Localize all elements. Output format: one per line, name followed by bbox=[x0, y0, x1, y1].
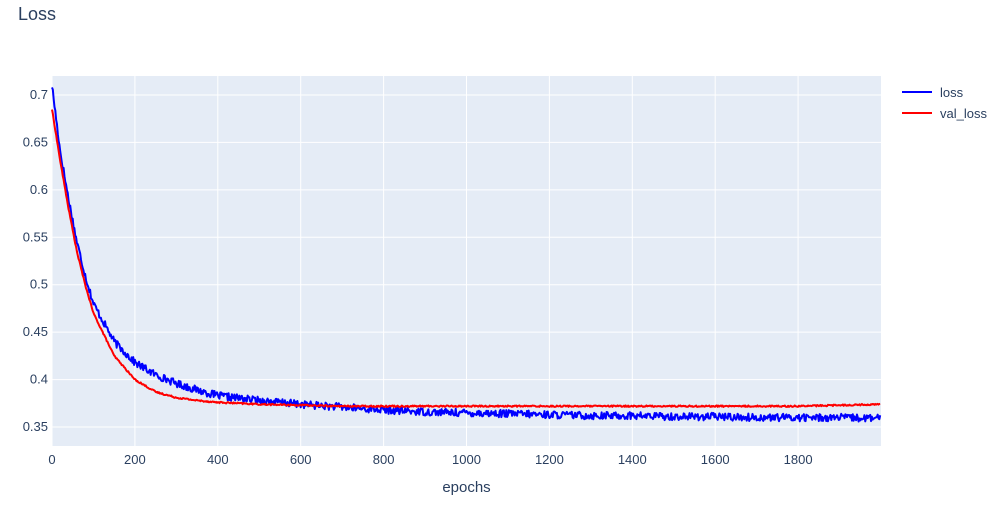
x-tick-label: 200 bbox=[124, 452, 146, 467]
grid-lines bbox=[51, 76, 881, 446]
y-tick-label: 0.45 bbox=[23, 324, 48, 339]
y-tick-label: 0.55 bbox=[23, 229, 48, 244]
chart-title: Loss bbox=[18, 4, 57, 24]
series-line-loss bbox=[51, 87, 882, 423]
x-tick-label: 0 bbox=[48, 452, 55, 467]
series-lines bbox=[51, 87, 882, 423]
x-tick-label: 1800 bbox=[784, 452, 813, 467]
y-tick-label: 0.65 bbox=[23, 134, 48, 149]
x-axis-title: epochs bbox=[442, 479, 490, 496]
x-tick-label: 1000 bbox=[452, 452, 481, 467]
legend[interactable]: loss val_loss bbox=[902, 85, 987, 121]
y-tick-label: 0.7 bbox=[30, 87, 48, 102]
x-tick-label: 1400 bbox=[618, 452, 647, 467]
y-tick-label: 0.35 bbox=[23, 419, 48, 434]
x-tick-label: 600 bbox=[290, 452, 312, 467]
legend-label-val-loss[interactable]: val_loss bbox=[940, 106, 987, 121]
series-line-val-loss bbox=[51, 109, 881, 408]
tick-labels: 0 200 400 600 800 1000 1200 1400 1600 1800 0.35 0.4… bbox=[23, 87, 813, 467]
x-tick-label: 800 bbox=[373, 452, 395, 467]
y-tick-label: 0.5 bbox=[30, 277, 48, 292]
y-tick-label: 0.6 bbox=[30, 182, 48, 197]
x-tick-label: 1200 bbox=[535, 452, 564, 467]
y-tick-label: 0.4 bbox=[30, 372, 48, 387]
legend-label-loss[interactable]: loss bbox=[940, 85, 964, 100]
x-tick-label: 400 bbox=[207, 452, 229, 467]
x-tick-label: 1600 bbox=[701, 452, 730, 467]
